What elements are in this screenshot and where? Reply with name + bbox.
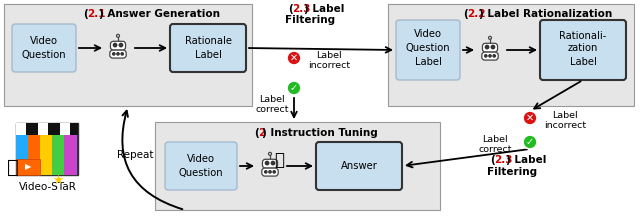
- Circle shape: [119, 43, 123, 47]
- Text: correct: correct: [255, 105, 289, 115]
- Text: 🔥: 🔥: [275, 151, 284, 169]
- Bar: [52, 123, 65, 175]
- Bar: [40, 123, 53, 175]
- Bar: [16, 123, 26, 135]
- Text: (: (: [463, 9, 468, 19]
- Bar: [388, 4, 634, 106]
- Bar: [16, 123, 78, 175]
- Circle shape: [485, 45, 489, 49]
- Circle shape: [523, 135, 537, 149]
- Text: Label: Label: [482, 135, 508, 143]
- Bar: [64, 123, 77, 175]
- Text: Rationali-: Rationali-: [559, 31, 607, 41]
- Circle shape: [489, 55, 491, 57]
- FancyBboxPatch shape: [12, 24, 76, 72]
- FancyBboxPatch shape: [482, 52, 498, 60]
- Text: incorrect: incorrect: [544, 122, 586, 130]
- Circle shape: [269, 152, 271, 155]
- Bar: [16, 159, 40, 175]
- FancyBboxPatch shape: [540, 20, 626, 80]
- Text: ) Label: ) Label: [304, 4, 344, 14]
- Text: Label: Label: [570, 57, 596, 67]
- Text: ★: ★: [52, 174, 63, 186]
- Circle shape: [493, 55, 495, 57]
- Text: Question: Question: [406, 43, 451, 53]
- Text: (: (: [83, 9, 88, 19]
- Text: ▶: ▶: [25, 163, 31, 171]
- FancyBboxPatch shape: [110, 50, 126, 58]
- Text: zation: zation: [568, 43, 598, 53]
- Text: ) Label Rationalization: ) Label Rationalization: [479, 9, 612, 19]
- FancyBboxPatch shape: [483, 43, 497, 52]
- Circle shape: [265, 171, 267, 173]
- Circle shape: [116, 34, 120, 37]
- Text: Label: Label: [552, 110, 578, 120]
- Text: 2.3: 2.3: [495, 155, 513, 165]
- Text: Filtering: Filtering: [285, 15, 335, 25]
- Text: correct: correct: [478, 146, 512, 155]
- Bar: [155, 122, 440, 210]
- Text: Question: Question: [22, 50, 67, 60]
- Bar: [16, 123, 78, 135]
- Text: Label: Label: [195, 50, 221, 60]
- Circle shape: [492, 45, 495, 49]
- FancyBboxPatch shape: [396, 20, 460, 80]
- Circle shape: [266, 161, 269, 165]
- Text: incorrect: incorrect: [308, 61, 350, 71]
- Text: ✓: ✓: [290, 83, 298, 93]
- Bar: [28, 123, 41, 175]
- Text: Video-STaR: Video-STaR: [19, 182, 77, 192]
- Text: Label: Label: [259, 95, 285, 105]
- Text: ✕: ✕: [290, 53, 298, 63]
- Text: 2: 2: [259, 128, 266, 138]
- Circle shape: [287, 81, 301, 95]
- Text: 2.3: 2.3: [292, 4, 311, 14]
- Circle shape: [523, 111, 537, 125]
- Text: (: (: [490, 155, 495, 165]
- Text: ) Answer Generation: ) Answer Generation: [99, 9, 220, 19]
- Text: Question: Question: [179, 168, 223, 178]
- Text: Video: Video: [414, 29, 442, 39]
- Circle shape: [113, 53, 115, 55]
- Text: Video: Video: [30, 36, 58, 46]
- Circle shape: [121, 53, 124, 55]
- Circle shape: [488, 36, 492, 39]
- Bar: [38, 123, 48, 135]
- Text: Rationale: Rationale: [184, 36, 232, 46]
- FancyBboxPatch shape: [316, 142, 402, 190]
- Text: (: (: [289, 4, 293, 14]
- Circle shape: [271, 161, 275, 165]
- Text: ✓: ✓: [526, 137, 534, 147]
- Text: Label: Label: [316, 51, 342, 59]
- FancyBboxPatch shape: [111, 41, 125, 50]
- Text: 2.2: 2.2: [467, 9, 486, 19]
- Circle shape: [117, 53, 119, 55]
- FancyBboxPatch shape: [262, 159, 278, 168]
- Text: Video: Video: [187, 154, 215, 164]
- Text: Repeat: Repeat: [116, 150, 153, 160]
- FancyBboxPatch shape: [170, 24, 246, 72]
- Text: (: (: [255, 128, 259, 138]
- FancyBboxPatch shape: [262, 168, 278, 176]
- Text: ✕: ✕: [526, 113, 534, 123]
- Circle shape: [113, 43, 116, 47]
- Circle shape: [287, 51, 301, 65]
- Text: Filtering: Filtering: [487, 167, 537, 177]
- Bar: [4, 4, 252, 106]
- Text: 🦙: 🦙: [7, 158, 19, 176]
- Text: 2.1: 2.1: [87, 9, 106, 19]
- Text: Answer: Answer: [340, 161, 378, 171]
- FancyBboxPatch shape: [165, 142, 237, 190]
- Bar: [60, 123, 70, 135]
- Text: Label: Label: [415, 57, 442, 67]
- Circle shape: [484, 55, 487, 57]
- Circle shape: [273, 171, 275, 173]
- Text: ) Label: ) Label: [506, 155, 547, 165]
- Bar: [16, 123, 29, 175]
- Circle shape: [269, 171, 271, 173]
- Text: ) Instruction Tuning: ) Instruction Tuning: [262, 128, 378, 138]
